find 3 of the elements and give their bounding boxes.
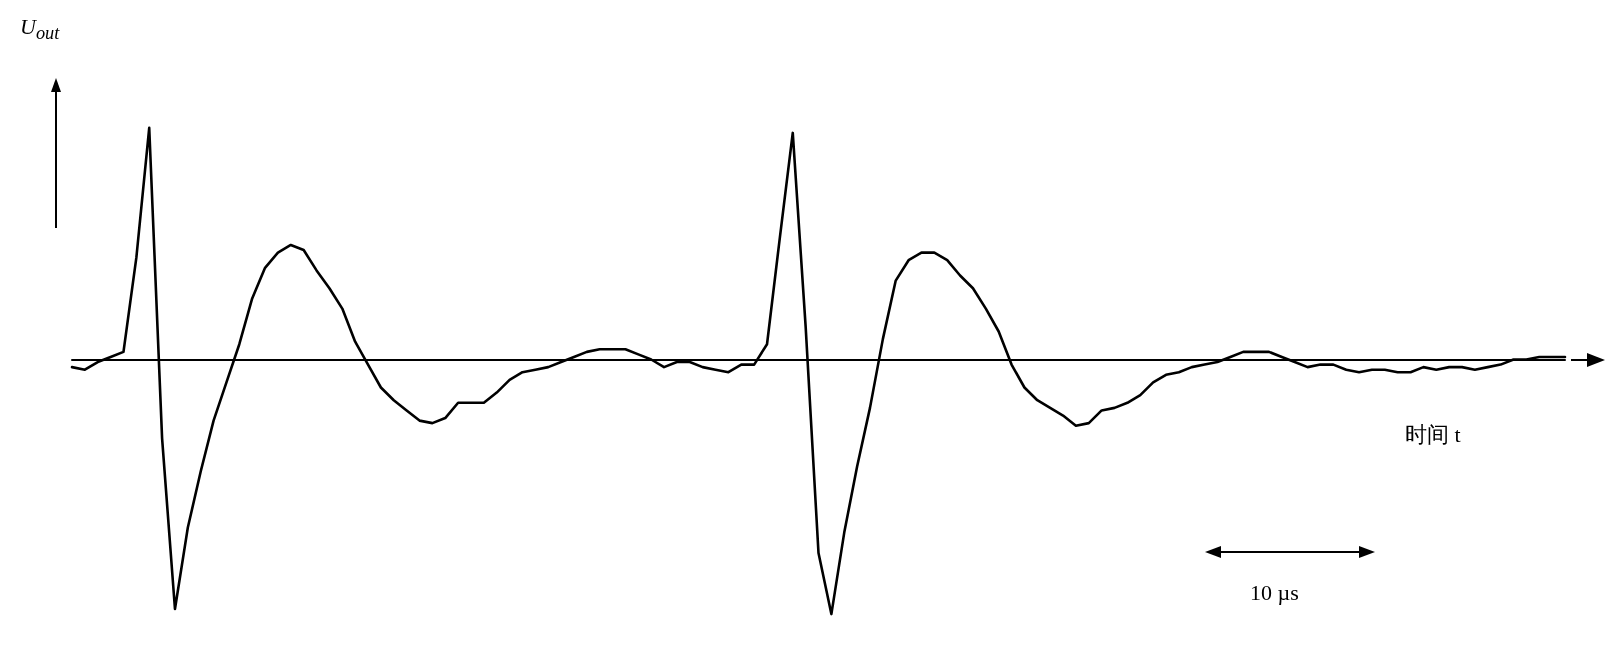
annotation: 10 µs: [1250, 580, 1299, 606]
y-axis-title: U$_{out}$: [20, 14, 60, 45]
x-axis-title: 时间 t: [1405, 421, 1461, 449]
